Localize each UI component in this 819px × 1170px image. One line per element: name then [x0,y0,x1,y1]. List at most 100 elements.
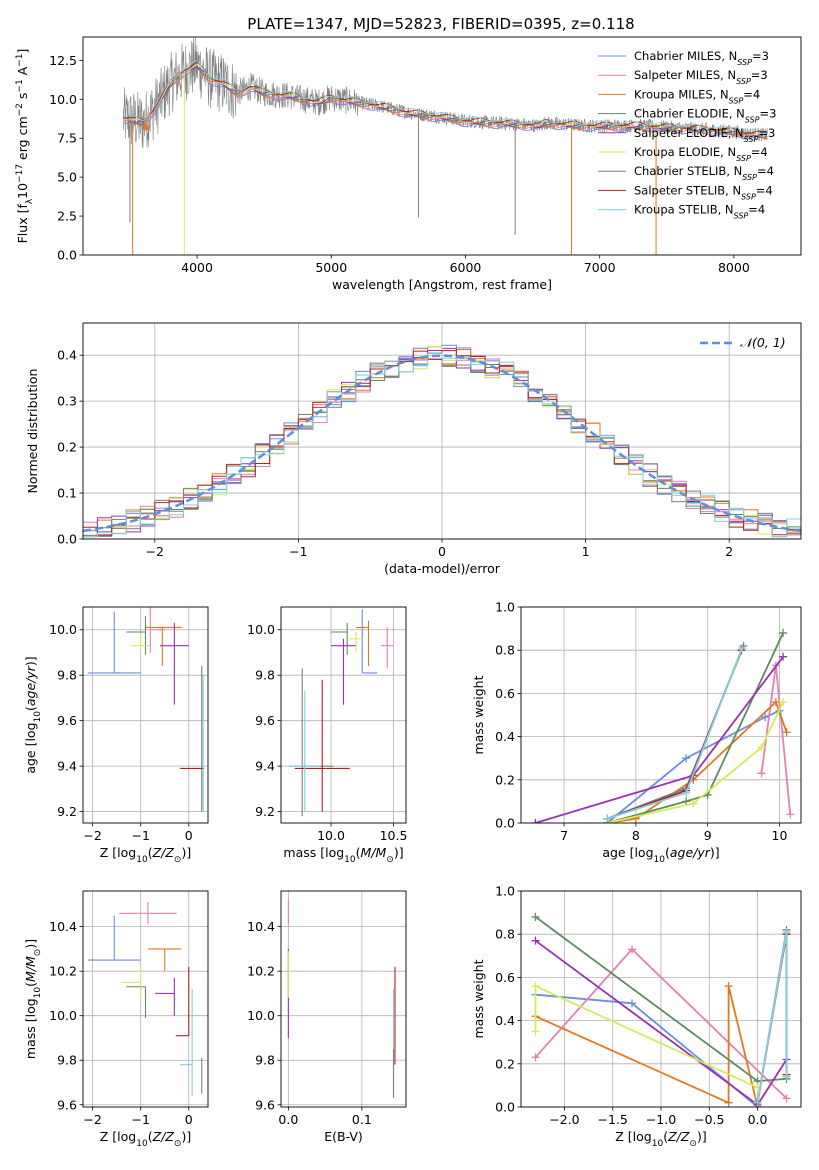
legend-label: Kroupa STELIB, NSSP=4 [634,203,765,221]
mass_weight_vs_age-y-label-part: mass weight [471,675,486,754]
weight-line-kroupa_elodie [607,701,784,823]
weight-marker-chabrier_miles [761,713,770,722]
y-tick-label: 10.4 [247,919,275,934]
mass_vs_metallicity-x-label-part: ( [148,1129,153,1144]
mass_weight_vs_metallicity-x-label-part: ( [663,1129,668,1144]
weight-marker-kroupa_miles [771,698,780,707]
weight-marker-kroupa_elodie [531,1027,540,1036]
weight-marker-kroupa_stelib [603,814,612,823]
legend-label-text: Kroupa MILES, N [634,87,729,101]
age_vs_mass-plot-area [289,609,394,817]
y-tick-label: 0.6 [495,686,515,701]
age_vs_metallicity-x-label-part: ⊙ [174,855,182,865]
y-tick-label: 0.2 [495,1056,515,1071]
weight-marker-salpeter_miles [531,1053,540,1062]
age_vs_mass-x-label-part: M/M [361,845,387,860]
legend-label-sub: SSP [737,58,752,67]
legend-label: Kroupa ELODIE, NSSP=4 [634,145,768,163]
weight-line-chabrier_miles [606,709,780,823]
y-tick-label: 9.2 [57,804,77,819]
y-tick-label: 5.0 [57,170,77,185]
mass_weight_vs_age-x-label: age [log10(age/yr)] [602,845,719,865]
y-tick-label: 10.0 [247,622,275,637]
y-tick-label: 1.0 [495,600,515,615]
age_vs_metallicity-x-label-part: )] [181,845,191,860]
mass_vs_extinction-x-label-part: E(B-V) [324,1129,363,1144]
y-tick-label: 0.4 [495,729,515,744]
legend-label-suffix: =4 [751,145,768,159]
x-tick-label: −1 [131,1112,149,1127]
mass_weight_vs_age-x-label-part: )] [710,845,720,860]
histogram-x-label: (data-model)/error [384,561,501,576]
weight-line-chabrier_elodie [606,632,784,823]
age_vs_metallicity-x-label: Z [log10(Z/Z⊙)] [100,845,191,865]
x-tick-label: −2 [83,828,101,843]
x-tick-label: 0 [438,544,446,559]
mass_vs_metallicity-x-label-part: Z [log [100,1129,136,1144]
legend-label-text: Kroupa STELIB, N [634,203,734,217]
weight-marker-chabrier_elodie [779,628,788,637]
weight-marker-kroupa_stelib [682,788,691,797]
mass_weight_vs_age-x-label-part: age/yr [670,845,711,860]
mass_vs_metallicity-y-label-part: )] [23,939,38,949]
age_vs_mass-x-label-part: )] [394,845,404,860]
x-tick-label: 8 [632,828,640,843]
legend-label-suffix: =4 [748,203,765,217]
spectrum-x-label-part: wavelength [Angstrom, rest frame] [332,277,552,292]
age_vs_metallicity-x-label-part: Z [log [100,845,136,860]
weight-line-kroupa_elodie [534,984,758,1089]
legend-label-text: Salpeter ELODIE, N [634,126,744,140]
legend-label: Chabrier MILES, NSSP=3 [634,49,769,67]
y-tick-label: 9.6 [255,1097,275,1112]
mass_vs_metallicity-panel: −2 −1 09.69.810.010.210.4Z [log10(Z/Z⊙)]ma… [23,890,209,1149]
y-tick-label: 10.4 [49,919,77,934]
axes-frame [82,322,802,540]
age_vs_metallicity-y-label-part: age [log [23,722,38,773]
y-tick-label: 0.8 [495,927,515,942]
weight-marker-chabrier_miles [682,754,691,763]
y-tick-label: 10.0 [247,1008,275,1023]
weight-marker-kroupa_miles [724,1098,733,1107]
mass_weight_vs_metallicity-y-label: mass weight [471,959,486,1038]
mass_vs_extinction-x-label: E(B-V) [324,1129,363,1144]
spectrum-y-label-part: −2 [15,103,25,116]
mass_vs_metallicity-plot-area [87,902,203,1096]
mass_weight_vs_age-plot-area [531,628,795,823]
y-tick-label: 10.2 [49,964,77,979]
weight-marker-salpeter_elodie [779,652,788,661]
y-tick-label: 9.4 [57,759,77,774]
legend-label-sub: SSP [744,134,759,143]
legend-label-suffix: =3 [760,107,777,121]
y-tick-label: 9.8 [255,668,275,683]
y-tick-label: 10.0 [49,92,77,107]
histogram-step-kroupa_stelib [83,352,801,538]
x-tick-label: −2 [83,1112,101,1127]
y-tick-label: 7.5 [57,131,77,146]
y-tick-label: 0.1 [57,486,77,501]
legend-label-suffix: =4 [757,164,774,178]
weight-marker-chabrier_elodie [531,912,540,921]
x-tick-label: 10.5 [380,828,408,843]
x-tick-label: 0.0 [748,1112,768,1127]
mass_weight_vs_metallicity-x-label-part: ⊙ [689,1139,697,1149]
spectrum-y-label-part: −1 [15,54,25,67]
age_vs_metallicity-y-label-part: 10 [33,711,43,723]
y-tick-label: 10.0 [49,622,77,637]
y-tick-label: 0.4 [495,1013,515,1028]
y-tick-label: 0.4 [57,348,77,363]
age_vs_metallicity-y-label-part: )] [23,656,38,666]
mass_weight_vs_age-x-label-part: 10 [654,855,666,865]
age_vs_metallicity-y-label: age [log10(age/yr)] [23,656,43,773]
residual_histogram-panel: −2 −1 0 1 2 0.0 0.1 0.2 0.3 0.4 𝒩(0, 1) (data-model… [25,322,802,576]
mass_vs_extinction-panel: 0.0 0.1 9.6 9.8 10.0 10.2 10.4 E(B-V) [247,890,407,1144]
age_vs_metallicity-x-label-part: 10 [136,855,148,865]
normal-reference-curve [83,354,801,533]
x-tick-label: 9 [704,828,712,843]
y-tick-label: 9.2 [255,804,275,819]
y-tick-label: 0.0 [57,248,77,263]
x-tick-label: 2 [725,544,733,559]
mass_weight_vs_metallicity-plot-area [531,912,791,1107]
age_vs_mass-panel: 10.0 10.5 9.2 9.4 9.6 9.8 10.0 mass [log10(M/M⊙… [247,606,408,865]
x-tick-label: 1 [582,544,590,559]
y-tick-label: 0.3 [57,394,77,409]
